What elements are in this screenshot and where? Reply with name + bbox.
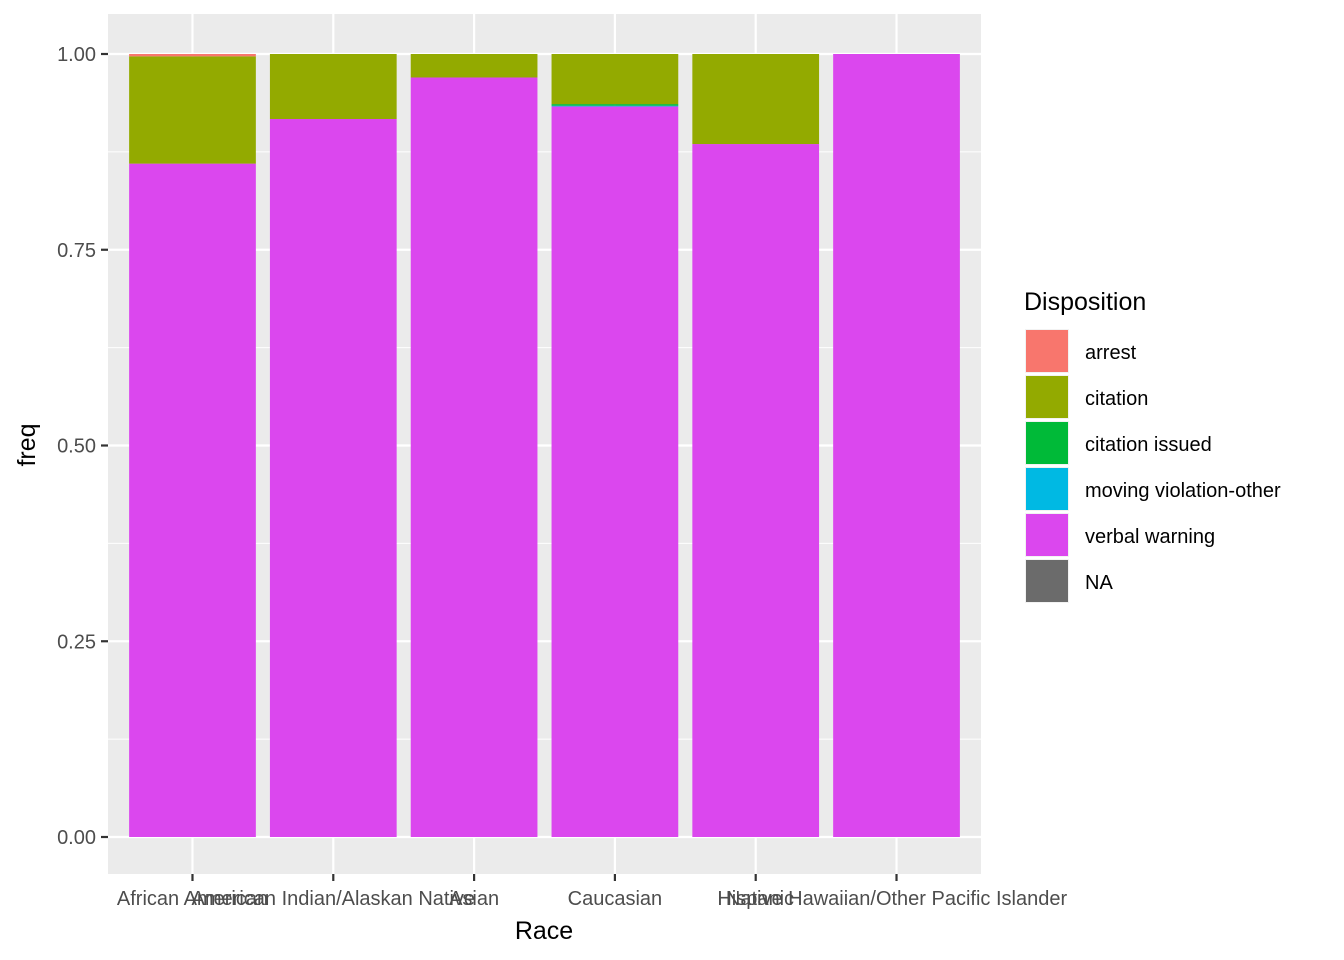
bar-segment — [551, 105, 679, 107]
y-tick-label: 0.00 — [57, 827, 96, 849]
bar-segment — [129, 54, 256, 57]
legend-swatch — [1026, 468, 1068, 510]
bar-segment — [129, 56, 256, 164]
bar-segment — [269, 54, 397, 119]
bar-segment — [129, 163, 256, 837]
legend-label: NA — [1085, 572, 1113, 594]
legend-swatch — [1026, 330, 1068, 372]
x-tick-label: Hispanic — [717, 888, 794, 910]
bar-segment — [692, 144, 820, 838]
legend-label: citation issued — [1085, 434, 1212, 456]
bar-segment — [551, 104, 679, 106]
legend-swatch — [1026, 422, 1068, 464]
bar-segment — [833, 54, 960, 837]
legend-title: Disposition — [1024, 288, 1146, 316]
legend-swatch — [1026, 514, 1068, 556]
y-tick-label: 0.75 — [57, 240, 96, 262]
y-axis: 0.00 0.25 0.50 0.75 1.00 — [57, 44, 108, 849]
bar-segment — [410, 77, 538, 838]
bar-segment — [269, 118, 397, 837]
x-tick-label: African American — [117, 888, 268, 910]
x-tick-label: American Indian/Alaskan Native — [192, 888, 475, 910]
legend-label: moving violation-other — [1085, 480, 1281, 502]
x-tick-label: Asian — [449, 888, 499, 910]
x-tick-label: Caucasian — [568, 888, 663, 910]
legend-label: arrest — [1085, 342, 1137, 364]
legend-label: verbal warning — [1085, 526, 1215, 548]
y-tick-label: 1.00 — [57, 44, 96, 66]
bar-segment — [551, 54, 679, 105]
bar-segment — [692, 54, 820, 145]
legend: Disposition arrest citation citation issue… — [1024, 288, 1281, 603]
x-tick-label: Native Hawaiian/Other Pacific Islander — [726, 888, 1068, 910]
legend-label: citation — [1085, 388, 1148, 410]
bar-segment — [551, 106, 679, 837]
bar-segment — [410, 54, 538, 78]
legend-swatch — [1026, 376, 1068, 418]
y-axis-title: freq — [13, 423, 41, 466]
y-tick-label: 0.25 — [57, 631, 96, 653]
legend-swatch — [1026, 560, 1068, 602]
x-axis-title: Race — [515, 917, 573, 945]
bars — [129, 54, 960, 838]
y-tick-label: 0.50 — [57, 436, 96, 458]
